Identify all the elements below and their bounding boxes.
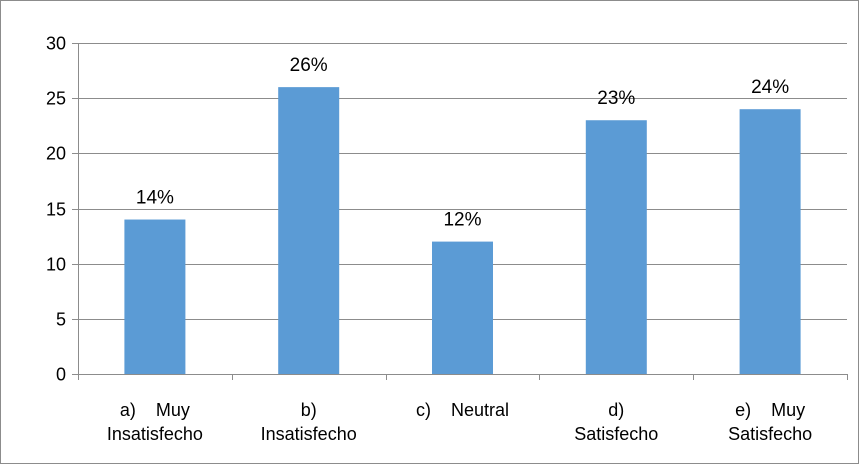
category-label-4: e) Muy Satisfecho (728, 400, 812, 444)
category-label-2-line-0: c) Neutral (416, 400, 509, 420)
category-label-3-line-0: d) (608, 400, 624, 420)
category-label-1-line-0: b) (301, 400, 317, 420)
category-label-2: c) Neutral (416, 400, 509, 420)
y-tick-label-15: 15 (46, 200, 66, 220)
data-label-2: 12% (443, 210, 481, 231)
y-tick-label-30: 30 (46, 34, 66, 54)
category-label-3: d) Satisfecho (574, 400, 658, 444)
category-label-4-line-1: Satisfecho (728, 424, 812, 444)
category-label-0: a) Muy Insatisfecho (107, 400, 203, 444)
y-tick-labels: 0 5 10 15 20 25 30 (46, 34, 66, 385)
category-labels: a) Muy Insatisfecho b) Insatisfecho c) Neutr… (107, 400, 812, 444)
category-label-1: b) Insatisfecho (261, 400, 357, 444)
bar-0 (124, 219, 186, 374)
y-tick-label-5: 5 (56, 310, 66, 330)
gridlines (78, 43, 847, 320)
data-labels: 14% 26% 12% 23% 24% (136, 55, 789, 230)
data-label-3: 23% (597, 88, 635, 109)
data-label-1: 26% (290, 55, 328, 76)
bar-2 (432, 241, 493, 374)
data-label-0: 14% (136, 188, 174, 209)
axes (72, 43, 848, 380)
bar-3 (585, 120, 647, 374)
y-tick-label-25: 25 (46, 89, 66, 109)
category-label-3-line-1: Satisfecho (574, 424, 658, 444)
bar-4 (739, 109, 801, 374)
bar-1 (278, 87, 340, 374)
data-label-4: 24% (751, 77, 789, 98)
category-label-0-line-0: a) Muy (120, 400, 190, 420)
category-label-0-line-1: Insatisfecho (107, 424, 203, 444)
y-tick-label-10: 10 (46, 255, 66, 275)
bars (124, 87, 801, 374)
y-tick-label-0: 0 (56, 365, 66, 385)
category-label-4-line-0: e) Muy (735, 400, 805, 420)
y-tick-label-20: 20 (46, 144, 66, 164)
category-label-1-line-1: Insatisfecho (261, 424, 357, 444)
